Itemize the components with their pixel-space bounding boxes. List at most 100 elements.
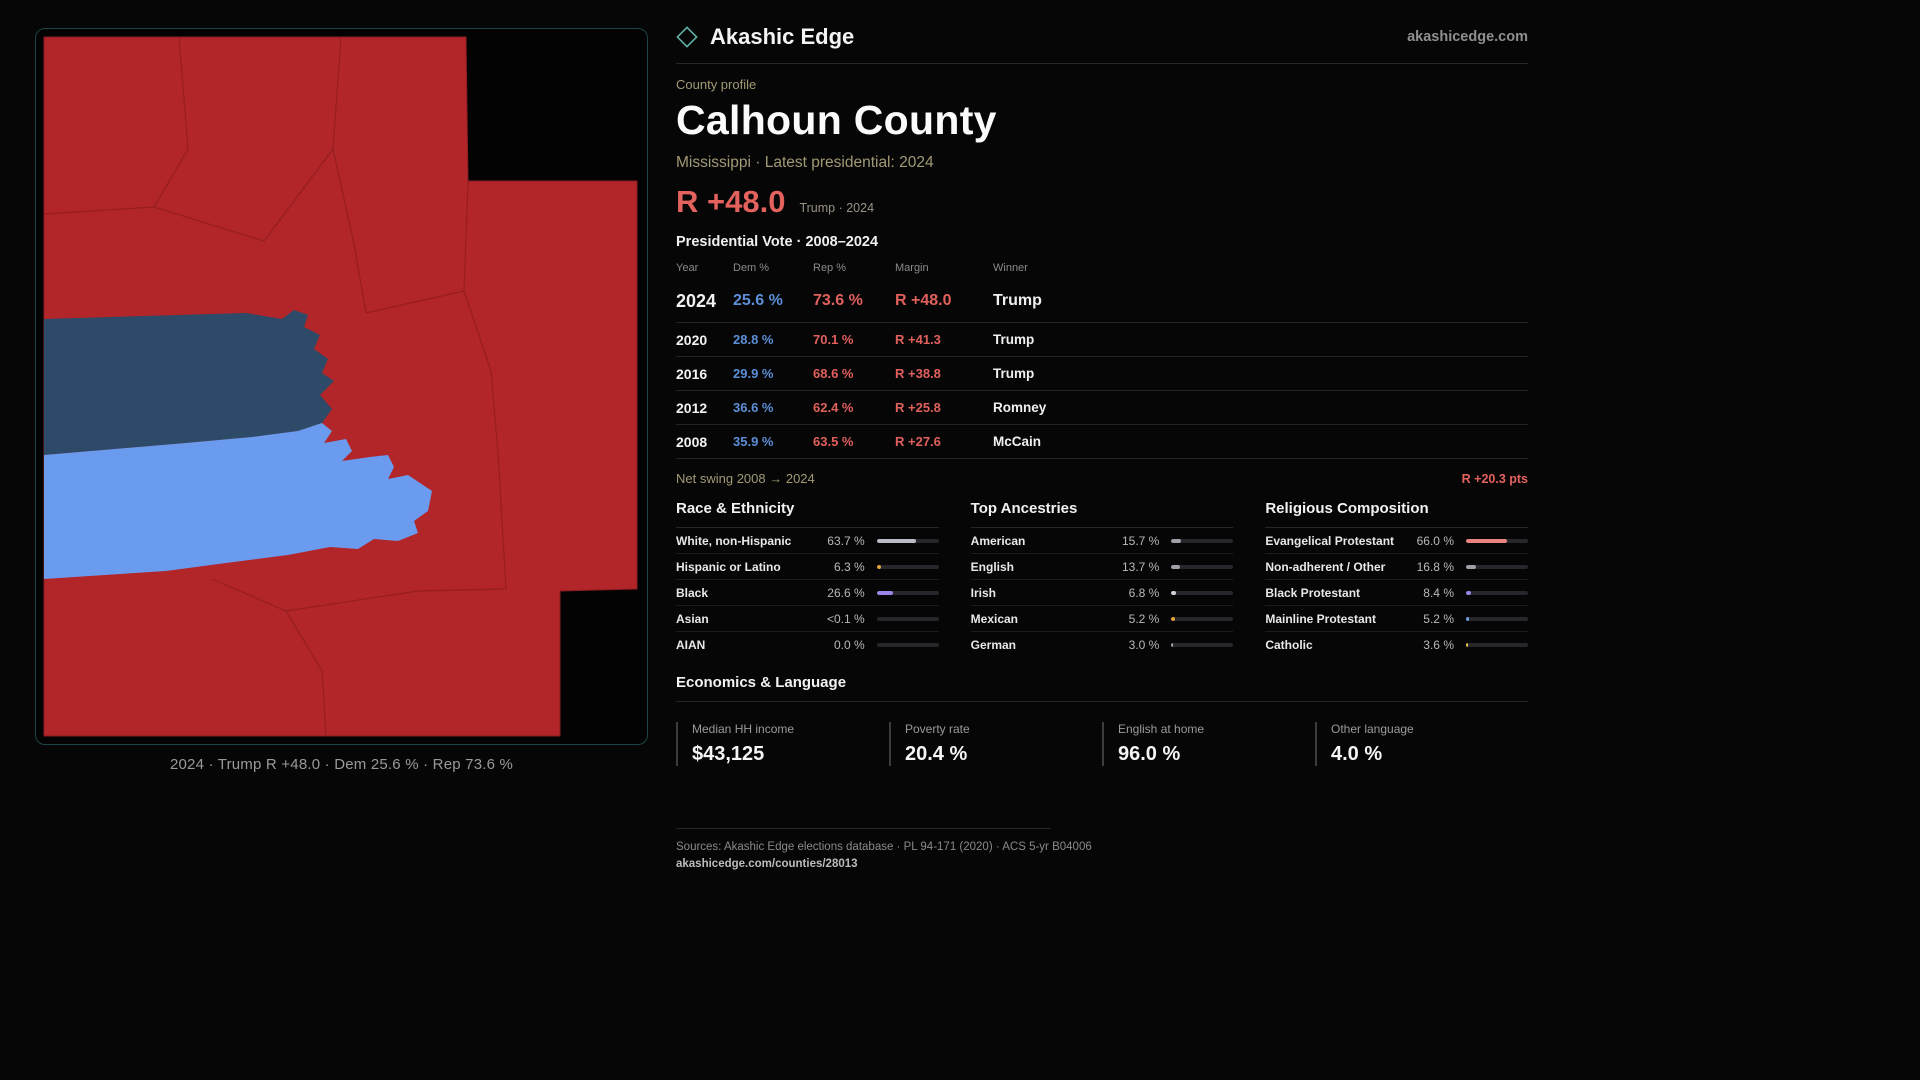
dem-cell: 36.6 % <box>733 400 774 415</box>
bar-track <box>1171 643 1234 647</box>
bar-track <box>1465 538 1528 543</box>
demo-label: Hispanic or Latino <box>676 559 781 574</box>
demo-label: Non-adherent / Other <box>1265 559 1386 574</box>
demo-value: 0.0 % <box>833 638 865 652</box>
bar-fill <box>1171 564 1180 569</box>
stat-value: $43,125 <box>692 743 765 765</box>
bar-track <box>876 616 939 621</box>
table-row: 2024 25.6 % 73.6 % R +48.0 Trump <box>676 280 1528 323</box>
winner-cell: Trump <box>993 292 1042 309</box>
county-map-card <box>35 28 648 745</box>
stat-median-income: Median HH income $43,125 <box>676 722 889 766</box>
brand-domain-link[interactable]: akashicedge.com <box>1407 29 1528 45</box>
bar-fill <box>1465 643 1469 647</box>
margin-cell: R +41.3 <box>895 332 941 347</box>
bar-track <box>876 590 939 595</box>
demo-label: Irish <box>970 585 996 600</box>
demo-label: English <box>970 559 1014 574</box>
demo-label: German <box>970 638 1017 652</box>
demo-value: 5.2 % <box>1423 611 1454 626</box>
bar-track <box>876 643 939 647</box>
net-swing-row: Net swing 2008 → 2024 R +20.3 pts <box>676 471 1528 486</box>
margin-cell: R +38.8 <box>895 366 941 381</box>
stat-value: 20.4 % <box>905 743 968 765</box>
rep-cell: 63.5 % <box>813 434 854 449</box>
footer: Sources: Akashic Edge elections database… <box>676 828 1528 870</box>
bar-fill <box>1465 590 1472 595</box>
brand-name: Akashic Edge <box>710 24 855 49</box>
page-title: Calhoun County <box>676 97 997 143</box>
list-item: Black 26.6 % <box>676 580 939 606</box>
demo-label: Asian <box>676 611 709 626</box>
rep-cell: 70.1 % <box>813 332 854 347</box>
demo-value: 16.8 % <box>1416 559 1454 574</box>
demo-label: Catholic <box>1265 638 1313 652</box>
dem-cell: 29.9 % <box>733 366 774 381</box>
economics-title: Economics & Language <box>676 674 1528 702</box>
year-cell: 2020 <box>676 331 708 348</box>
vote-table-title: Presidential Vote · 2008–2024 <box>676 234 879 250</box>
demographics-grid: Race & Ethnicity White, non-Hispanic 63.… <box>676 500 1528 658</box>
stat-other-language: Other language 4.0 % <box>1315 722 1528 766</box>
year-cell: 2008 <box>676 433 708 450</box>
rep-cell: 73.6 % <box>813 292 863 309</box>
column-title: Religious Composition <box>1265 500 1528 528</box>
demo-value: 6.3 % <box>833 559 865 574</box>
stat-label: Median HH income <box>692 722 795 736</box>
rep-cell: 62.4 % <box>813 400 854 415</box>
list-item: Mainline Protestant 5.2 % <box>1265 606 1528 632</box>
bar-fill <box>876 590 894 595</box>
stat-value: 96.0 % <box>1118 743 1181 765</box>
headline-context: Trump · 2024 <box>799 201 875 215</box>
bar-fill <box>1171 643 1174 647</box>
col-year: Year <box>676 262 699 274</box>
county-permalink[interactable]: akashicedge.com/counties/28013 <box>676 858 858 870</box>
demo-label: White, non-Hispanic <box>676 533 792 548</box>
stat-label: Poverty rate <box>905 722 970 736</box>
demo-value: 3.6 % <box>1423 638 1454 652</box>
bar-fill <box>1171 590 1176 595</box>
economics-stats: Median HH income $43,125 Poverty rate 20… <box>676 722 1528 766</box>
bar-fill <box>1465 538 1507 543</box>
net-swing-label: Net swing 2008 → 2024 <box>676 471 815 486</box>
table-row: 2016 29.9 % 68.6 % R +38.8 Trump <box>676 357 1528 391</box>
year-cell: 2016 <box>676 365 708 382</box>
demo-label: American <box>970 533 1026 548</box>
list-item: Hispanic or Latino 6.3 % <box>676 554 939 580</box>
headline-margin-row: R +48.0 Trump · 2024 <box>676 184 1528 220</box>
diamond-icon <box>676 26 698 48</box>
demo-label: Mexican <box>970 611 1019 626</box>
ancestries-column: Top Ancestries American 15.7 % English 1… <box>970 500 1234 658</box>
margin-cell: R +48.0 <box>895 292 952 309</box>
col-rep: Rep % <box>813 262 847 274</box>
year-cell: 2012 <box>676 399 708 416</box>
bar-track <box>1465 590 1528 595</box>
table-row: 2020 28.8 % 70.1 % R +41.3 Trump <box>676 323 1528 357</box>
precinct-borders <box>43 36 507 737</box>
vote-table: Year Dem % Rep % Margin Winner 2024 25.6… <box>676 256 1528 459</box>
dem-cell: 25.6 % <box>733 292 783 309</box>
brand: Akashic Edge <box>676 24 854 50</box>
bar-fill <box>876 564 881 569</box>
list-item: Black Protestant 8.4 % <box>1265 580 1528 606</box>
table-row: 2008 35.9 % 63.5 % R +27.6 McCain <box>676 425 1528 459</box>
bar-track <box>1465 643 1528 647</box>
list-item: Mexican 5.2 % <box>970 606 1234 632</box>
precinct-lightblue <box>44 423 432 579</box>
demo-label: Black <box>676 585 709 600</box>
bar-track <box>1171 564 1234 569</box>
list-item: White, non-Hispanic 63.7 % <box>676 528 939 554</box>
margin-cell: R +25.8 <box>895 400 941 415</box>
demo-value: <0.1 % <box>826 611 865 626</box>
winner-cell: McCain <box>993 434 1042 449</box>
dem-cell: 35.9 % <box>733 434 774 449</box>
net-swing-value: R +20.3 pts <box>1461 471 1528 486</box>
bar-fill <box>1171 538 1182 543</box>
col-dem: Dem % <box>733 262 770 274</box>
bar-track <box>876 564 939 569</box>
bar-track <box>1465 564 1528 569</box>
list-item: AIAN 0.0 % <box>676 632 939 658</box>
county-profile-panel: Akashic Edge akashicedge.com County prof… <box>676 24 1528 870</box>
year-cell: 2024 <box>676 290 717 311</box>
